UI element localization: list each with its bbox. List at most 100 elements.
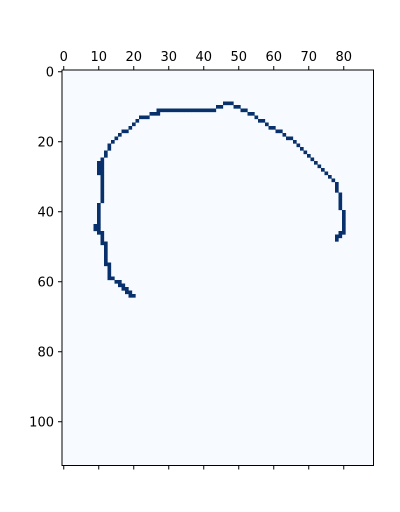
heatmap-cell xyxy=(104,154,108,158)
heatmap-cell xyxy=(100,241,105,246)
heatmap-cell xyxy=(97,210,101,214)
heatmap-cell xyxy=(272,126,276,130)
heatmap-cell xyxy=(279,129,283,134)
heatmap-cell xyxy=(184,108,189,113)
heatmap-cell xyxy=(104,255,108,260)
heatmap-cell xyxy=(111,140,115,144)
heatmap-cell xyxy=(202,108,206,113)
heatmap-cell xyxy=(118,133,122,137)
y-tick-label: 60 xyxy=(37,275,54,290)
heatmap-cell xyxy=(125,129,129,134)
heatmap-cell xyxy=(282,133,287,137)
stroke-pixels xyxy=(93,101,346,298)
heatmap-cell xyxy=(321,168,325,172)
heatmap-cell xyxy=(97,224,101,228)
heatmap-cell xyxy=(121,283,126,288)
heatmap-cell xyxy=(195,108,199,113)
x-tick-label: 10 xyxy=(90,50,107,65)
heatmap-cell xyxy=(97,168,101,172)
heatmap-cell xyxy=(100,234,105,239)
heatmap-cell xyxy=(223,101,227,106)
heatmap-cell xyxy=(100,161,105,165)
heatmap-cell xyxy=(97,206,101,211)
x-tick-label: 20 xyxy=(125,50,142,65)
heatmap-cell xyxy=(335,185,339,190)
heatmap-cell xyxy=(170,108,175,113)
heatmap-cell xyxy=(335,234,339,239)
heatmap-cell xyxy=(128,126,133,130)
heatmap-cell xyxy=(342,227,346,232)
heatmap-cell xyxy=(240,108,245,113)
heatmap-cell xyxy=(342,231,346,235)
heatmap-cell xyxy=(167,108,171,113)
heatmap-cell xyxy=(107,273,112,277)
heatmap-cell xyxy=(97,203,101,207)
heatmap-cell xyxy=(237,105,241,109)
heatmap-cell xyxy=(293,140,297,144)
heatmap-cell xyxy=(100,178,105,183)
heatmap-cell xyxy=(216,105,220,109)
heatmap-cell xyxy=(212,108,217,113)
heatmap-cell xyxy=(97,171,101,176)
plot-area xyxy=(61,69,374,466)
heatmap-cell xyxy=(100,171,105,176)
heatmap-cell xyxy=(139,115,143,120)
heatmap-background xyxy=(62,70,374,466)
heatmap-cell xyxy=(104,245,108,249)
heatmap-cell xyxy=(156,108,161,113)
heatmap-cell xyxy=(107,143,112,148)
heatmap-cell xyxy=(205,108,210,113)
heatmap-cell xyxy=(104,248,108,253)
heatmap-cell xyxy=(198,108,203,113)
heatmap-cell xyxy=(104,259,108,263)
heatmap-cell xyxy=(97,231,101,235)
heatmap-cell xyxy=(97,227,101,232)
heatmap-cell xyxy=(296,143,301,148)
y-tick-label: 80 xyxy=(37,345,54,360)
heatmap-cell xyxy=(289,136,294,141)
x-tick-label: 80 xyxy=(335,50,352,65)
heatmap-cell xyxy=(338,234,343,239)
y-tick-label: 20 xyxy=(37,135,54,150)
heatmap-cell xyxy=(100,189,105,193)
heatmap-cell xyxy=(314,161,318,165)
heatmap-cell xyxy=(100,199,105,204)
heatmap-cell xyxy=(163,108,168,113)
x-tick-label: 0 xyxy=(60,50,68,65)
heatmap-cell xyxy=(100,185,105,190)
heatmap-cell xyxy=(338,192,343,197)
heatmap-cell xyxy=(146,115,150,120)
heatmap-cell xyxy=(128,290,133,295)
x-tick-label: 60 xyxy=(265,50,282,65)
heatmap-cell xyxy=(300,147,304,151)
heatmap-cell xyxy=(335,189,339,193)
heatmap-cell xyxy=(188,108,192,113)
heatmap-cell xyxy=(331,178,336,183)
heatmap-cell xyxy=(335,238,339,242)
heatmap-cell xyxy=(135,119,140,123)
x-axis-top: 0 10 20 30 40 50 60 70 80 xyxy=(60,50,352,70)
heatmap-cell xyxy=(97,213,101,218)
heatmap-cell xyxy=(100,231,105,235)
heatmap-cell xyxy=(153,112,157,116)
heatmap-cell xyxy=(342,224,346,228)
heatmap-cell xyxy=(156,112,161,116)
heatmap-cell xyxy=(107,262,112,267)
heatmap-cell xyxy=(191,108,196,113)
heatmap-cell xyxy=(107,147,112,151)
y-tick-label: 100 xyxy=(29,415,54,430)
heatmap-cell xyxy=(219,105,224,109)
heatmap-cell xyxy=(114,280,119,284)
heatmap-cell xyxy=(100,196,105,200)
heatmap-cell xyxy=(268,126,273,130)
heatmap-cell xyxy=(174,108,178,113)
heatmap-cell xyxy=(100,238,105,242)
heatmap-cell xyxy=(104,252,108,256)
x-tick-label: 50 xyxy=(230,50,247,65)
heatmap-cell xyxy=(254,115,259,120)
heatmap-cell xyxy=(100,175,105,179)
heatmap-cell xyxy=(107,276,112,281)
heatmap-cell xyxy=(328,175,332,179)
heatmap-cell xyxy=(209,108,213,113)
heatmap-cell xyxy=(338,206,343,211)
